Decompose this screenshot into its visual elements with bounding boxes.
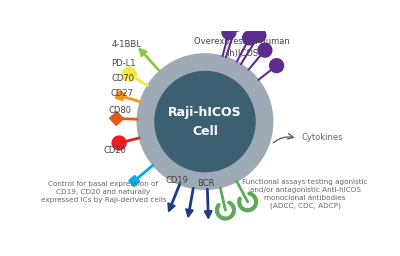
Text: Overexpressed human
(h)ICOS: Overexpressed human (h)ICOS [194, 37, 290, 58]
Circle shape [258, 43, 272, 57]
Text: CD80: CD80 [109, 106, 132, 115]
Text: 4-1BBL: 4-1BBL [112, 40, 142, 49]
Polygon shape [204, 211, 212, 219]
Text: Cytokines: Cytokines [301, 133, 343, 142]
Circle shape [112, 136, 126, 150]
Text: CD19: CD19 [165, 176, 188, 185]
Circle shape [155, 71, 255, 172]
Text: CD70: CD70 [111, 74, 134, 83]
Circle shape [242, 31, 256, 45]
Text: PD-L1: PD-L1 [111, 59, 136, 68]
Text: Control for basal expression of
CD19, CD20 and naturally
expressed ICs by Raji-d: Control for basal expression of CD19, CD… [40, 181, 166, 203]
Polygon shape [168, 203, 175, 211]
Circle shape [222, 25, 236, 39]
Circle shape [230, 17, 244, 31]
Circle shape [122, 67, 136, 81]
Text: CD27: CD27 [110, 89, 133, 98]
Text: Raji-hICOS
Cell: Raji-hICOS Cell [168, 105, 242, 137]
Circle shape [252, 28, 266, 42]
Polygon shape [186, 209, 193, 217]
Polygon shape [116, 91, 125, 101]
Polygon shape [110, 112, 124, 125]
Polygon shape [139, 48, 147, 57]
Circle shape [137, 54, 273, 189]
Text: BCR: BCR [198, 179, 215, 188]
Text: Functional assays testing agonistic
and/or antagonistic Anti-hICOS
monoclonal an: Functional assays testing agonistic and/… [242, 179, 368, 209]
Circle shape [270, 59, 284, 72]
Text: CD20: CD20 [104, 146, 126, 155]
Polygon shape [129, 176, 140, 186]
